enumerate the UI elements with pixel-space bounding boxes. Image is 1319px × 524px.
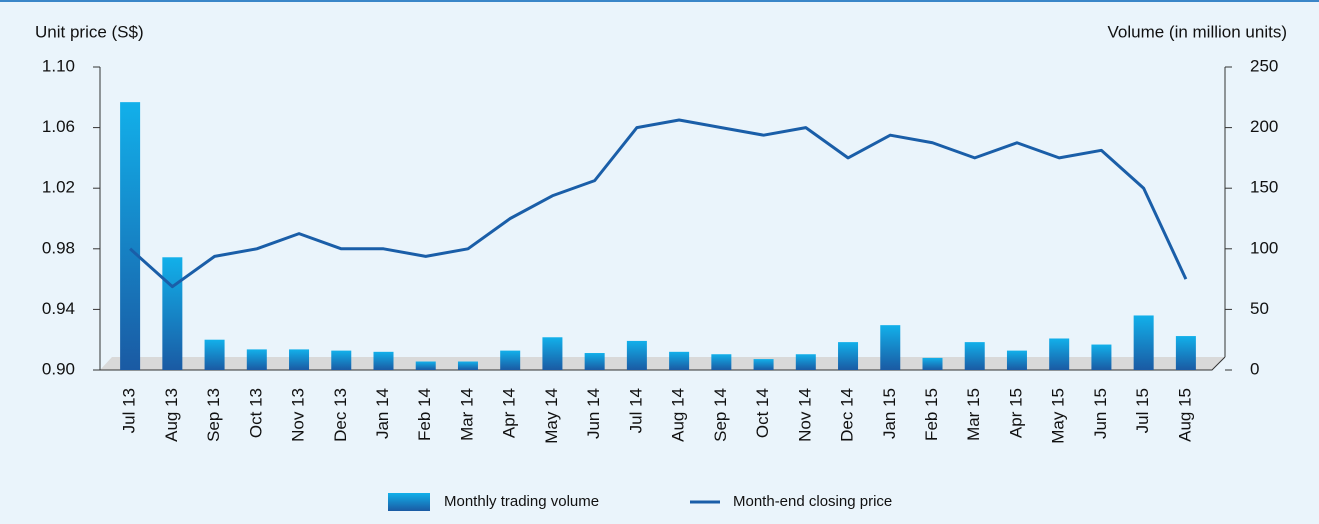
y2-tick-label: 150 [1250,178,1278,197]
x-tick-label: Oct 13 [246,388,265,438]
bar [1133,315,1154,370]
x-tick-label: Nov 14 [795,388,814,442]
bar [542,337,563,370]
y2-tick-label: 250 [1250,56,1278,75]
bar [838,342,859,370]
bar [373,351,394,370]
x-tick-label: Sep 13 [204,388,223,442]
x-tick-label: Mar 14 [457,388,476,441]
y-tick-label: 0.94 [42,299,75,318]
x-tick-label: Aug 14 [669,388,688,442]
bar [1006,350,1027,370]
bar [711,354,732,370]
x-tick-label: Apr 15 [1006,388,1025,438]
bar [669,351,690,370]
bar [753,359,774,370]
x-tick-label: Jun 14 [584,388,603,439]
x-tick-label: Feb 14 [415,388,434,441]
y2-axis-label: Volume (in million units) [1107,22,1287,41]
x-tick-label: Oct 14 [753,388,772,438]
x-tick-label: Feb 15 [922,388,941,441]
bar [964,342,985,370]
price-line [129,118,1188,289]
bar [626,340,647,370]
x-tick-label: Apr 14 [500,388,519,438]
legend-label: Monthly trading volume [444,493,599,510]
x-tick-label: Jul 15 [1133,388,1152,433]
y-tick-label: 0.98 [42,238,75,257]
bar [162,257,183,370]
bar [795,354,816,370]
bar [500,350,521,370]
x-tick-label: Dec 14 [838,388,857,442]
y-tick-label: 1.02 [42,178,75,197]
y-axis-label: Unit price (S$) [35,22,144,41]
y2-tick-label: 200 [1250,117,1278,136]
x-tick-label: Nov 13 [289,388,308,442]
x-tick-label: Jan 14 [373,388,392,439]
x-tick-label: May 15 [1049,388,1068,444]
bar [880,325,901,370]
y2-tick-label: 0 [1250,359,1259,378]
x-tick-label: Mar 15 [964,388,983,441]
bar [457,361,478,370]
y-tick-label: 1.10 [42,56,75,75]
x-tick-label: Jun 15 [1091,388,1110,439]
bar [922,357,943,370]
bar [415,361,436,370]
x-tick-label: Dec 13 [331,388,350,442]
legend-swatch [388,493,430,511]
x-tick-label: Jul 14 [626,388,645,433]
bar [289,349,310,370]
x-tick-label: Jul 13 [120,388,139,433]
bar [246,349,267,370]
y-tick-label: 0.90 [42,359,75,378]
bar [331,350,352,370]
bar [1049,338,1070,370]
y-tick-label: 1.06 [42,117,75,136]
bar [120,102,141,370]
y2-tick-label: 100 [1250,238,1278,257]
x-tick-label: May 14 [542,388,561,444]
legend-label: Month-end closing price [733,493,892,510]
x-tick-label: Aug 15 [1175,388,1194,442]
bar [204,339,225,370]
bar [1175,336,1196,370]
x-tick-label: Jan 15 [880,388,899,439]
y2-tick-label: 50 [1250,299,1269,318]
bar [584,353,605,370]
bar [1091,344,1112,370]
x-tick-label: Aug 13 [162,388,181,442]
x-tick-label: Sep 14 [711,388,730,442]
